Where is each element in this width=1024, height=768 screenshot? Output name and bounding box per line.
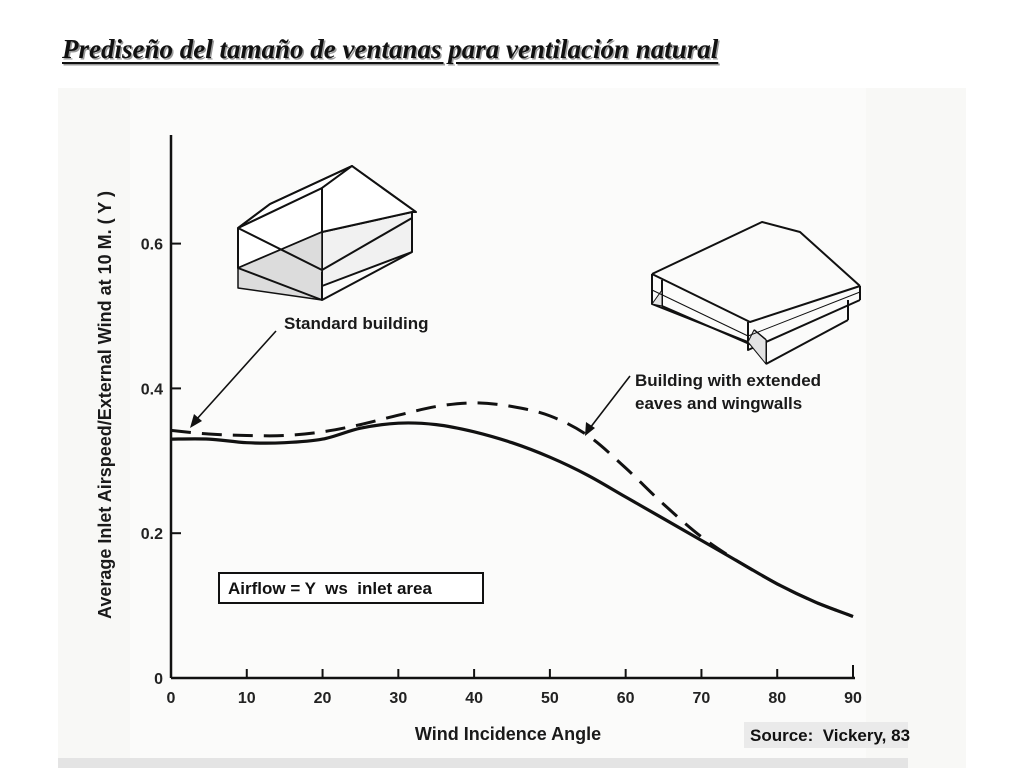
x-axis-title: Wind Incidence Angle (415, 724, 601, 744)
source-text: Source: Vickery, 83 (750, 726, 910, 745)
formula-text: Airflow = Y ws inlet area (228, 579, 432, 598)
y-tick-label: 0 (154, 671, 163, 688)
slide-title: Prediseño del tamaño de ventanas para ve… (62, 34, 719, 64)
x-tick-label: 80 (768, 690, 786, 707)
y-tick-label: 0.2 (141, 526, 163, 543)
y-tick-label: 0.4 (141, 381, 163, 398)
standard-building-illustration (237, 165, 417, 301)
scanned-figure-panel (130, 88, 866, 768)
series-layer (170, 401, 854, 618)
extended-building-leader (585, 375, 631, 436)
y-axis-title: Average Inlet Airspeed/External Wind at … (95, 191, 115, 619)
x-tick-label: 30 (389, 690, 407, 707)
x-tick-label: 90 (844, 690, 862, 707)
extended-building-illustration (651, 221, 861, 365)
y-ticks: 0 0.2 0.4 0.6 (141, 237, 181, 688)
extended-building-label-line2: eaves and wingwalls (635, 394, 802, 413)
formula-box (218, 572, 484, 604)
x-tick-label: 50 (541, 690, 559, 707)
standard-building-label: Standard building (284, 314, 429, 333)
x-tick-label: 0 (167, 690, 176, 707)
extended-building-label-line1: Building with extended (635, 371, 821, 390)
x-tick-label: 10 (238, 690, 256, 707)
x-tick-label: 20 (314, 690, 332, 707)
x-tick-label: 40 (465, 690, 483, 707)
x-tick-label: 70 (693, 690, 711, 707)
standard-building-leader (190, 330, 277, 428)
x-ticks: 0 10 20 30 40 50 60 70 80 90 (167, 669, 862, 707)
x-tick-label: 60 (617, 690, 635, 707)
series-line-extended-eaves (170, 401, 854, 618)
y-tick-label: 0.6 (141, 237, 163, 254)
scan-footer-smudge (58, 758, 908, 768)
source-box (744, 722, 908, 748)
